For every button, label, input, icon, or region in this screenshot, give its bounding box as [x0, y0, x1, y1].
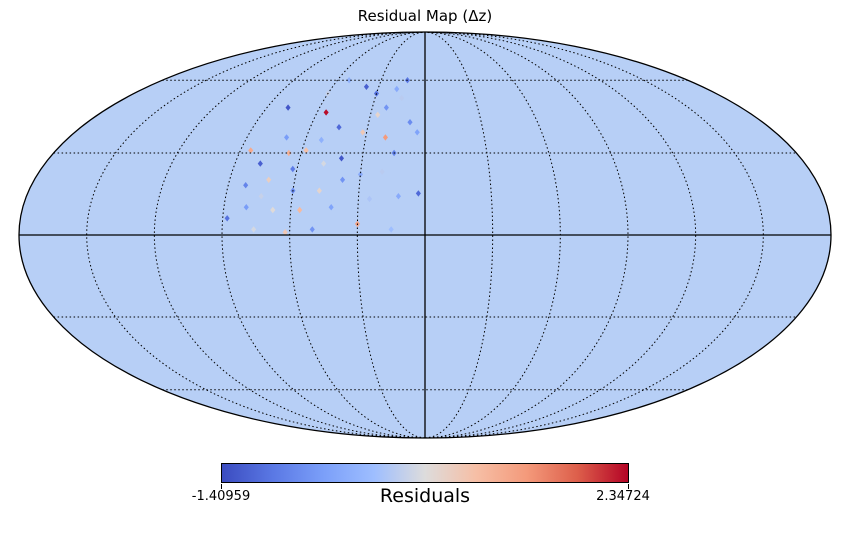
meridian-line: [424, 32, 494, 438]
residual-pixel: [224, 215, 230, 222]
colorbar-min-tick: [221, 484, 222, 489]
residual-pixel: [388, 226, 394, 233]
residual-pixel: [328, 204, 334, 211]
residual-pixel: [360, 129, 366, 136]
colorbar-max-tick: [628, 484, 629, 489]
residual-pixel: [382, 134, 388, 141]
residual-pixel: [266, 176, 272, 183]
residual-pixel: [357, 171, 363, 178]
residual-pixel: [336, 124, 342, 131]
residual-pixel: [395, 193, 401, 200]
residual-pixel: [243, 204, 249, 211]
colorbar-min-label: -1.40959: [191, 489, 251, 504]
residual-pixel: [375, 111, 381, 118]
residual-pixel: [383, 104, 389, 111]
residual-pixel: [321, 160, 327, 167]
residual-pixel: [415, 190, 421, 197]
residual-pixel: [338, 155, 344, 162]
meridian-line: [424, 32, 764, 438]
residual-pixel: [399, 94, 405, 102]
residual-pixel: [340, 176, 346, 183]
residual-pixel: [284, 134, 290, 141]
residual-pixel: [297, 206, 303, 214]
residual-pixel: [303, 147, 309, 154]
residual-pixel: [285, 104, 291, 111]
residual-pixel: [257, 160, 263, 167]
meridian-line: [153, 32, 426, 438]
colorbar-max-label: 2.34724: [596, 489, 650, 504]
residual-pixel: [394, 85, 400, 93]
meridian-line: [424, 32, 697, 438]
residual-pixel: [407, 119, 413, 126]
residual-pixels: [224, 77, 421, 236]
residual-pixel: [379, 168, 385, 175]
residual-pixel: [290, 165, 296, 173]
residual-pixel: [270, 206, 276, 214]
residual-pixel: [316, 187, 322, 194]
meridian-line: [356, 32, 426, 438]
residual-pixel: [414, 129, 420, 136]
residual-pixel: [258, 193, 264, 200]
colorbar: [221, 463, 629, 483]
colorbar-title: Residuals: [379, 485, 471, 507]
residual-pixel: [248, 147, 254, 154]
residual-pixel: [309, 226, 315, 233]
residual-pixel: [243, 182, 249, 189]
residual-pixel: [286, 149, 292, 157]
residual-pixel: [366, 195, 373, 203]
residual-pixel: [363, 83, 369, 90]
meridian-line: [86, 32, 426, 438]
residual-pixel: [251, 226, 257, 233]
map-title: Residual Map (Δz): [357, 7, 493, 25]
residual-pixel: [323, 109, 329, 116]
residual-pixel: [346, 77, 352, 84]
map-border: [18, 31, 832, 439]
residual-pixel: [318, 136, 324, 144]
residual-pixel: [282, 229, 288, 236]
